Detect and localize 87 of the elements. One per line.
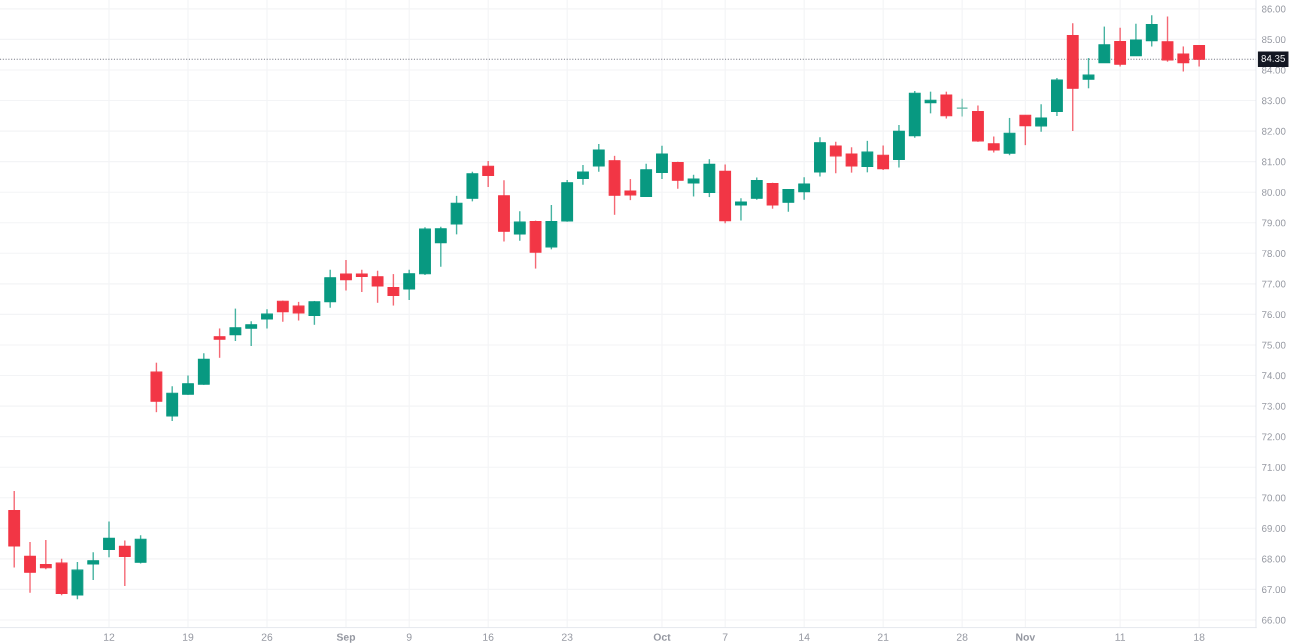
candlestick <box>735 197 747 222</box>
candlestick <box>261 308 273 330</box>
y-tick-label: 77.00 <box>1262 280 1286 288</box>
candlestick <box>513 210 526 242</box>
candlestick <box>403 269 416 301</box>
ref-line-label: 84.35 <box>1261 55 1285 62</box>
y-tick-label: 72.00 <box>1262 433 1286 441</box>
candlestick <box>355 269 368 293</box>
candlestick <box>1177 45 1190 73</box>
candlestick <box>103 520 115 559</box>
x-tick-label: 7 <box>722 633 728 641</box>
candlestick <box>387 273 400 307</box>
x-tick-label: 23 <box>561 633 573 641</box>
y-tick-label: 81.00 <box>1261 158 1286 166</box>
y-tick-label: 69.00 <box>1262 525 1286 532</box>
x-tick-label: 9 <box>406 633 412 641</box>
candlestick <box>798 176 811 201</box>
candlestick <box>671 160 684 190</box>
candlestick <box>482 160 495 188</box>
candlestick <box>1035 103 1048 133</box>
x-tick-label: 11 <box>1115 633 1126 641</box>
candlestick <box>1019 114 1032 146</box>
candlestick <box>624 178 637 201</box>
x-tick-label: Nov <box>1016 633 1036 641</box>
y-tick-label: 75.00 <box>1262 341 1286 349</box>
y-tick-label: 86.00 <box>1261 5 1286 13</box>
candlestick <box>782 188 795 213</box>
x-tick-label: 26 <box>261 633 273 641</box>
candlestick <box>845 146 858 174</box>
candlestick <box>940 90 953 120</box>
x-tick-label: 28 <box>956 633 968 641</box>
candlestick <box>1145 14 1158 48</box>
candlestick <box>24 541 36 594</box>
candlestick <box>577 164 589 186</box>
x-tick-label: Sep <box>336 633 356 643</box>
x-tick-label: 16 <box>483 633 494 641</box>
y-tick-label: 84.00 <box>1261 66 1286 74</box>
candlestick <box>956 97 969 118</box>
candlestick <box>766 182 779 210</box>
candlestick <box>1161 15 1174 63</box>
y-tick-label: 79.00 <box>1262 219 1286 227</box>
y-tick-label: 68.00 <box>1262 555 1286 563</box>
x-tick-label: 14 <box>799 633 810 641</box>
y-tick-label: 80.00 <box>1261 188 1286 196</box>
candlestick <box>182 374 194 396</box>
candlestick <box>340 259 352 292</box>
candlestick <box>245 320 258 347</box>
candlestick <box>229 307 242 342</box>
candlestick <box>213 327 226 359</box>
candlestick <box>134 534 147 565</box>
y-tick-label: 78.00 <box>1262 250 1286 257</box>
candlestick <box>656 145 668 180</box>
candlestick <box>750 176 763 201</box>
y-tick-label: 74.00 <box>1262 372 1286 380</box>
candlestick <box>592 143 605 173</box>
candlestick <box>1082 57 1095 89</box>
y-tick-label: 83.00 <box>1261 97 1286 105</box>
candlestick <box>450 195 463 236</box>
y-tick-label: 71.00 <box>1262 463 1286 471</box>
x-tick-label: 21 <box>877 633 889 641</box>
x-tick-label: 19 <box>183 633 194 641</box>
y-tick-label: 73.00 <box>1262 402 1286 410</box>
candlestick <box>292 301 305 322</box>
candlestick <box>87 551 100 581</box>
candlestick <box>1003 117 1016 156</box>
candlestick <box>434 226 447 268</box>
y-tick-label: 85.00 <box>1261 36 1286 44</box>
candlestick <box>1114 27 1127 68</box>
y-tick-label: 67.00 <box>1262 586 1286 594</box>
candlestick <box>39 539 52 570</box>
y-tick-label: 66.00 <box>1262 616 1286 624</box>
y-tick-label: 82.00 <box>1261 127 1286 135</box>
candlestick <box>861 140 874 174</box>
candlestick <box>1130 23 1142 57</box>
candlestick <box>371 270 384 304</box>
candlestick <box>829 141 842 174</box>
x-tick-label: 12 <box>104 633 115 641</box>
candlestick <box>1098 25 1111 64</box>
candlestick <box>877 144 890 171</box>
x-tick-label: 18 <box>1194 633 1205 641</box>
candlestick <box>118 539 131 587</box>
y-tick-label: 70.00 <box>1262 494 1286 502</box>
x-tick-label: Oct <box>653 633 671 641</box>
candlestick <box>166 385 179 422</box>
candlestick <box>687 174 700 198</box>
y-tick-label: 76.00 <box>1262 311 1286 319</box>
candlestick <box>324 269 337 309</box>
